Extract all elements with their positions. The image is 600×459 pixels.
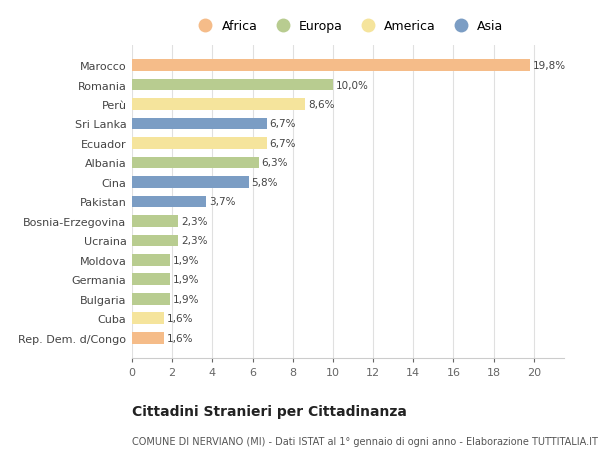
Bar (132, 99, 305, 111)
Bar (132, 235, 178, 246)
Bar (132, 196, 206, 208)
Text: 1,9%: 1,9% (173, 294, 200, 304)
Text: 6,7%: 6,7% (269, 139, 296, 149)
Text: COMUNE DI NERVIANO (MI) - Dati ISTAT al 1° gennaio di ogni anno - Elaborazione T: COMUNE DI NERVIANO (MI) - Dati ISTAT al … (132, 436, 598, 446)
Text: 3,7%: 3,7% (209, 197, 236, 207)
Text: Cittadini Stranieri per Cittadinanza: Cittadini Stranieri per Cittadinanza (132, 404, 407, 418)
Text: 2,3%: 2,3% (181, 236, 208, 246)
Bar (132, 313, 164, 325)
Text: 1,6%: 1,6% (167, 313, 194, 324)
Bar (132, 79, 333, 91)
Bar (132, 138, 266, 150)
Text: 1,9%: 1,9% (173, 274, 200, 285)
Text: 8,6%: 8,6% (308, 100, 334, 110)
Bar (132, 254, 170, 266)
Text: 19,8%: 19,8% (533, 61, 566, 71)
Bar (132, 118, 266, 130)
Bar (132, 274, 170, 285)
Text: 10,0%: 10,0% (336, 80, 369, 90)
Text: 1,9%: 1,9% (173, 255, 200, 265)
Bar (132, 332, 164, 344)
Text: 5,8%: 5,8% (251, 178, 278, 188)
Text: 6,3%: 6,3% (262, 158, 288, 168)
Text: 2,3%: 2,3% (181, 216, 208, 226)
Bar (132, 60, 530, 72)
Legend: Africa, Europa, America, Asia: Africa, Europa, America, Asia (193, 21, 503, 34)
Text: 1,6%: 1,6% (167, 333, 194, 343)
Bar (132, 293, 170, 305)
Text: 6,7%: 6,7% (269, 119, 296, 129)
Bar (132, 216, 178, 227)
Bar (132, 157, 259, 169)
Bar (132, 177, 248, 188)
